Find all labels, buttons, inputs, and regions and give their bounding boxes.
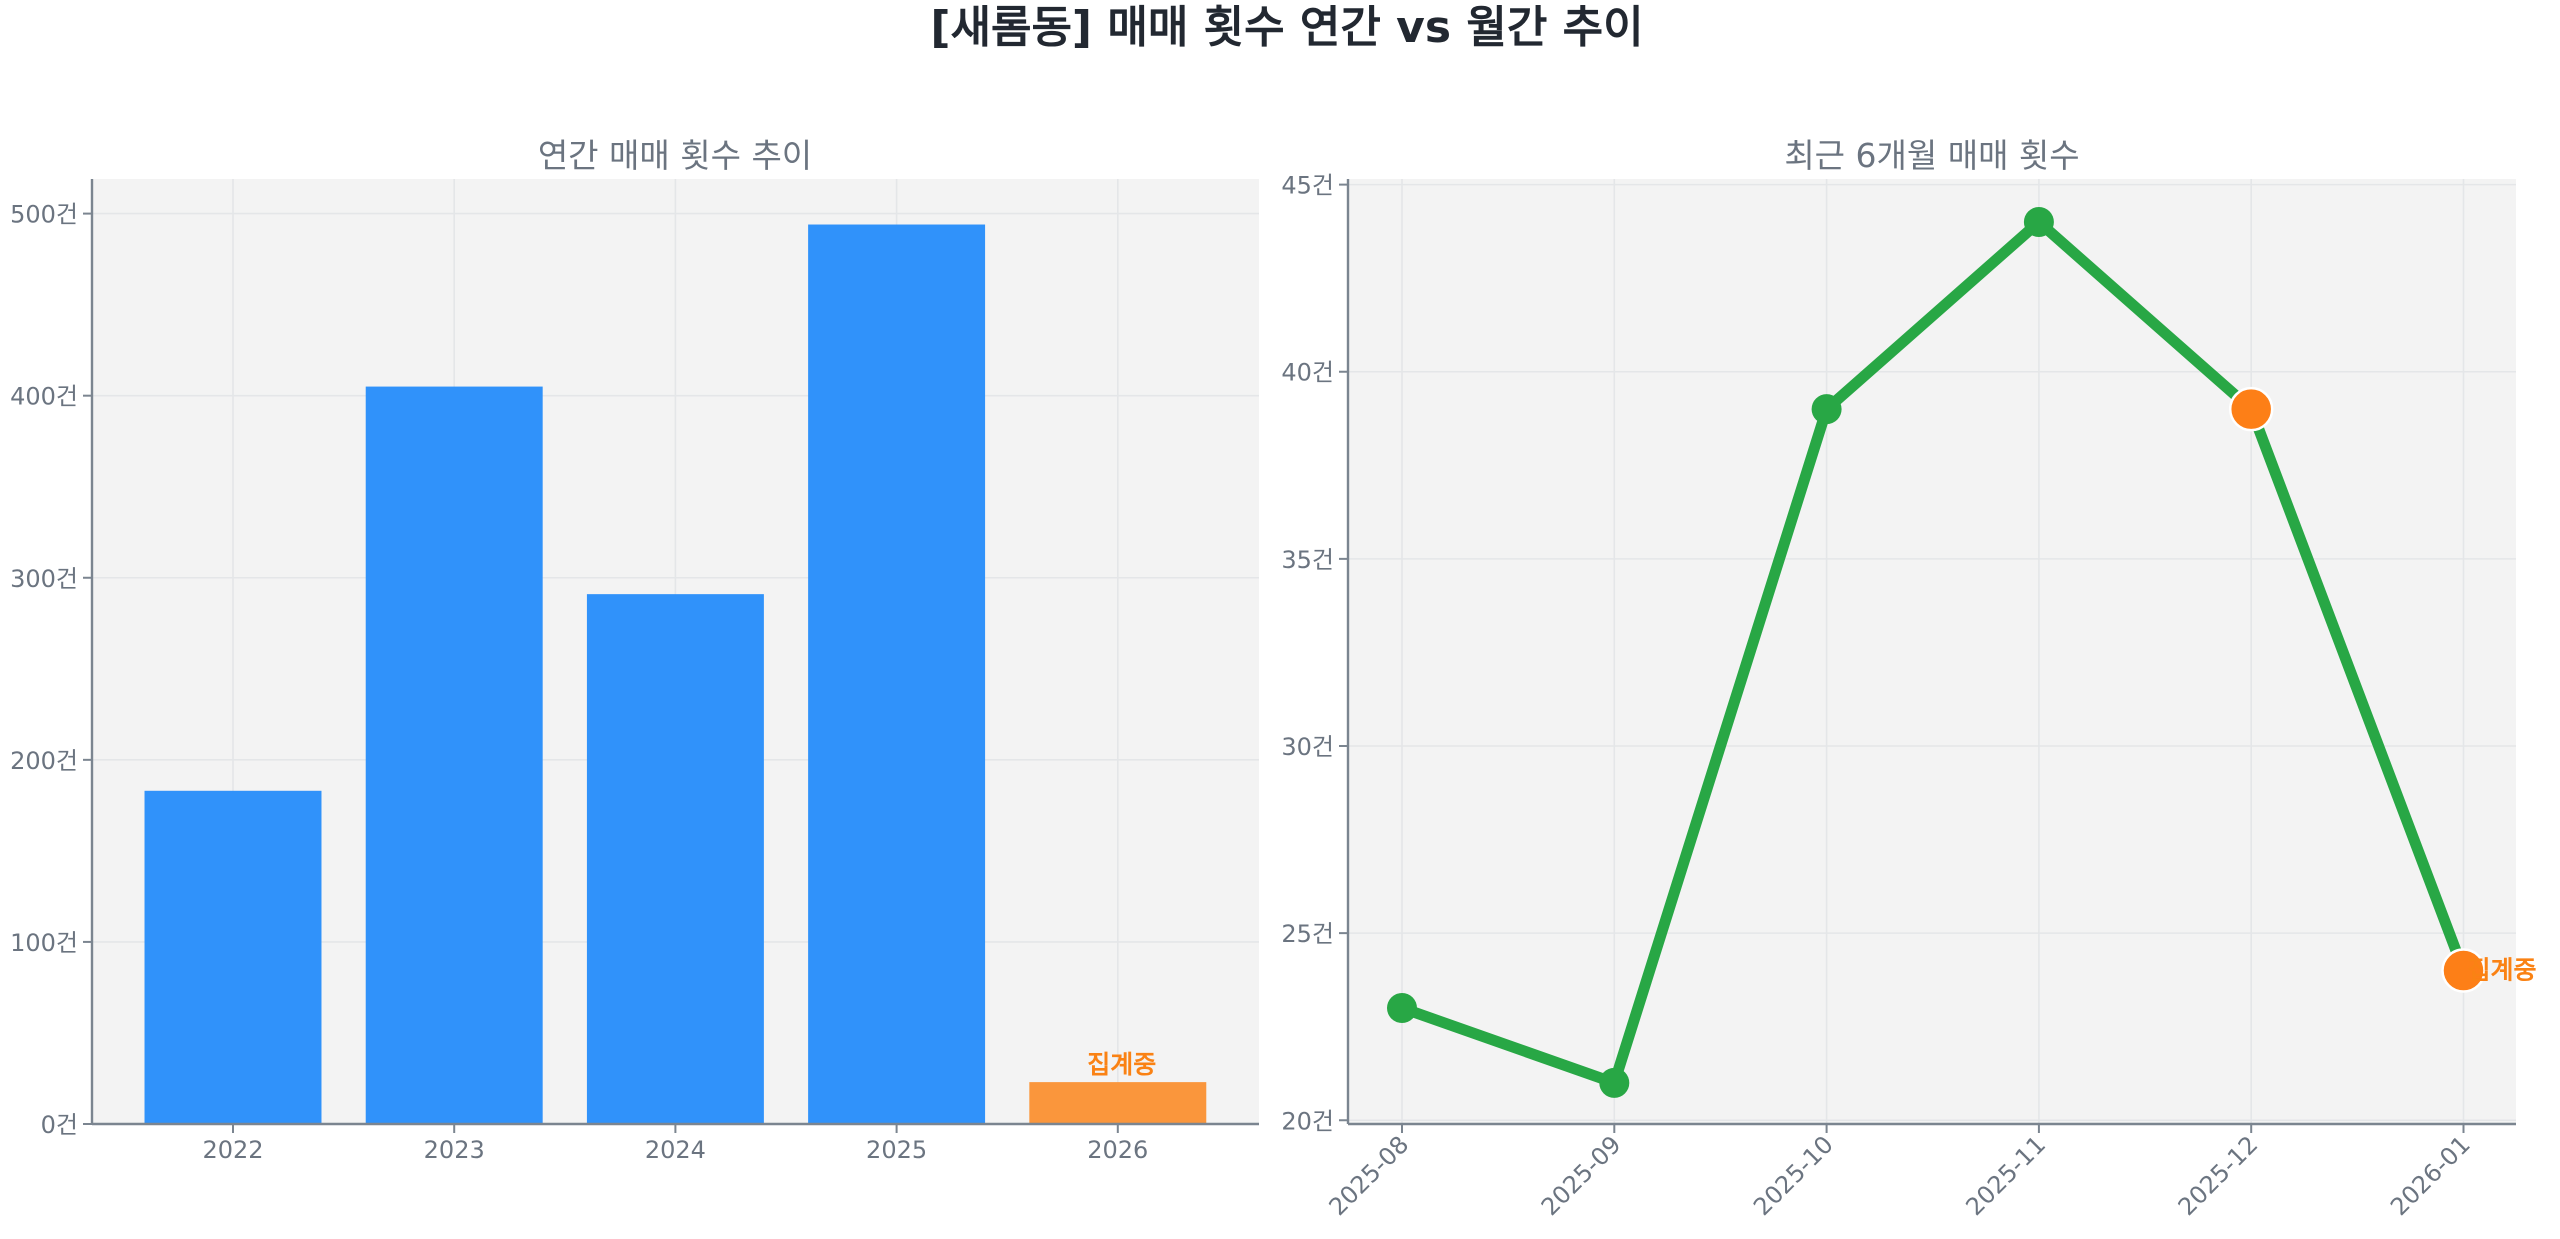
monthly-y-axis-ticks: 20건 25건 30건 35건 40건 45건 xyxy=(1281,172,1348,1135)
annual-x-axis-ticks: 2022 2023 2024 2025 2026 xyxy=(202,1124,1148,1164)
in-progress-label: 집계중 xyxy=(2468,956,2537,985)
x-tick-label: 2025-08 xyxy=(1324,1130,1415,1221)
y-tick-label: 45건 xyxy=(1281,172,1334,200)
y-tick-label: 100건 xyxy=(10,929,78,957)
x-tick-label: 2025-12 xyxy=(2173,1130,2264,1221)
bar-2026 xyxy=(1029,1082,1207,1124)
highlight-point-2026-01 xyxy=(2441,948,2486,993)
annual-bars xyxy=(144,224,1207,1124)
highlight-point-2025-12 xyxy=(2228,386,2274,432)
data-point-2025-10 xyxy=(1811,394,1842,425)
y-tick-label: 25건 xyxy=(1281,920,1334,948)
monthly-line-chart: 최근 6개월 매매 횟수 집계중 20건 25건 30건 35건 40건 45건 2025… xyxy=(1281,136,2536,1221)
data-point-2025-11 xyxy=(2023,207,2054,238)
data-point-2025-09 xyxy=(1599,1067,1630,1098)
monthly-x-axis-ticks: 2025-08 2025-09 2025-10 2025-11 2025-12 2026-… xyxy=(1324,1124,2476,1221)
bar-2024 xyxy=(586,594,764,1124)
y-tick-label: 500건 xyxy=(10,201,78,229)
annual-y-axis-ticks: 0건 100건 200건 300건 400건 500건 xyxy=(10,201,92,1139)
monthly-trend-line xyxy=(1396,216,2469,1089)
monthly-annotations: 집계중 xyxy=(2468,956,2537,985)
x-tick-label: 2025-09 xyxy=(1536,1130,1627,1221)
data-point-2025-08 xyxy=(1387,992,1417,1023)
monthly-chart-title: 최근 6개월 매매 횟수 xyxy=(1784,136,2079,175)
annual-chart-title: 연간 매매 횟수 추이 xyxy=(538,136,812,175)
x-tick-label: 2026-01 xyxy=(2385,1130,2476,1221)
y-tick-label: 35건 xyxy=(1281,546,1334,574)
x-tick-label: 2025 xyxy=(866,1136,927,1164)
y-tick-label: 300건 xyxy=(10,565,78,593)
x-tick-label: 2024 xyxy=(645,1136,706,1164)
annual-annotations: 집계중 xyxy=(1087,1050,1156,1079)
x-tick-label: 2025-10 xyxy=(1748,1130,1839,1221)
bar-2025 xyxy=(808,224,986,1124)
bar-2022 xyxy=(144,790,322,1124)
x-tick-label: 2022 xyxy=(202,1136,263,1164)
figure-title: [새롬동] 매매 횟수 연간 vs 월간 추이 xyxy=(930,2,1643,53)
y-tick-label: 200건 xyxy=(10,747,78,775)
y-tick-label: 40건 xyxy=(1281,359,1334,387)
monthly-line-series xyxy=(1396,216,2469,1089)
monthly-axes xyxy=(1346,179,2516,1126)
y-tick-label: 0건 xyxy=(41,1111,78,1139)
annual-bar-chart: 연간 매매 횟수 추이 집계중 0건 100건 200건 300건 400건 500건 2… xyxy=(10,136,1259,1164)
in-progress-label: 집계중 xyxy=(1087,1050,1156,1079)
x-tick-label: 2026 xyxy=(1087,1136,1148,1164)
y-tick-label: 400건 xyxy=(10,383,78,411)
y-tick-label: 20건 xyxy=(1281,1107,1334,1135)
x-tick-label: 2023 xyxy=(424,1136,485,1164)
bar-2023 xyxy=(365,386,543,1124)
y-tick-label: 30건 xyxy=(1281,733,1334,761)
monthly-plot-area xyxy=(1348,179,2516,1124)
x-tick-label: 2025-11 xyxy=(1960,1130,2051,1221)
monthly-data-points xyxy=(1387,207,2486,1098)
